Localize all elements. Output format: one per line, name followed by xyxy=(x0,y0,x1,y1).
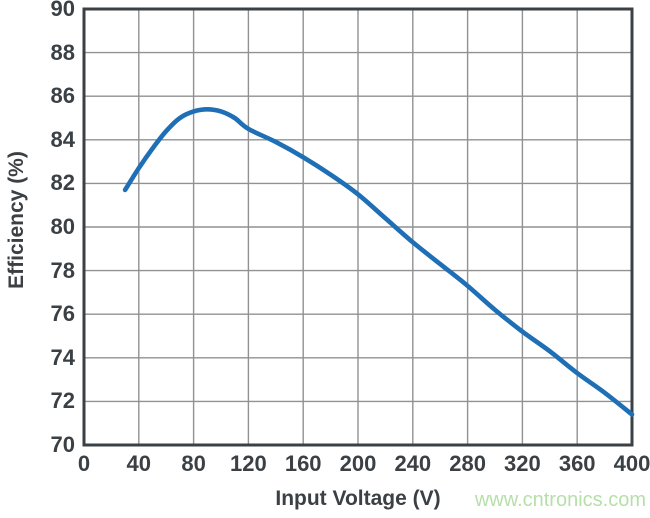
x-axis-title: Input Voltage (V) xyxy=(275,487,441,510)
x-tick-label: 360 xyxy=(558,451,596,476)
y-tick-label: 70 xyxy=(50,432,75,457)
x-tick-label: 160 xyxy=(284,451,322,476)
y-axis-title: Efficiency (%) xyxy=(5,151,28,289)
y-tick-label: 80 xyxy=(50,214,75,239)
x-tick-label: 40 xyxy=(126,451,152,476)
y-tick-label: 76 xyxy=(50,301,75,327)
y-tick-label: 82 xyxy=(50,170,75,196)
x-tick-label: 200 xyxy=(339,451,377,476)
x-tick-label: 400 xyxy=(613,451,650,476)
y-tick-label: 78 xyxy=(50,257,75,283)
x-tick-label: 0 xyxy=(77,451,91,476)
efficiency-curve xyxy=(122,106,635,417)
y-tick-label: 74 xyxy=(50,344,75,370)
plot-border xyxy=(82,7,634,447)
x-tick-label: 80 xyxy=(181,451,206,476)
x-tick-label: 320 xyxy=(504,451,541,476)
y-tick-label: 90 xyxy=(50,0,75,21)
y-tick-label: 84 xyxy=(50,126,75,152)
x-tick-label: 120 xyxy=(230,451,267,476)
y-tick-label: 86 xyxy=(50,83,75,109)
y-tick-label: 72 xyxy=(50,388,75,414)
y-tick-label: 88 xyxy=(50,39,75,65)
x-tick-label: 280 xyxy=(449,451,486,476)
x-tick-label: 240 xyxy=(394,451,432,476)
watermark-text: www.cntronics.com xyxy=(474,489,646,511)
